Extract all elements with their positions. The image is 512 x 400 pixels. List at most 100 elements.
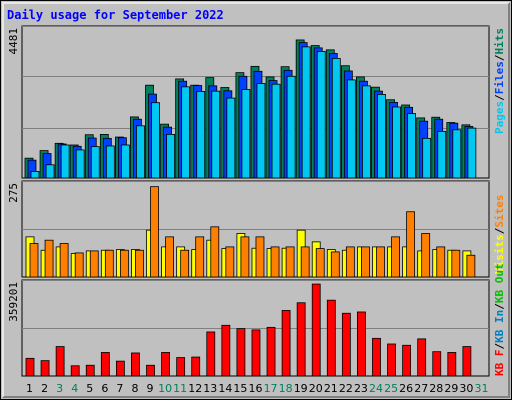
x-tick-label: 17 <box>264 382 278 395</box>
bar-pages <box>45 164 55 179</box>
x-tick-label: 22 <box>339 382 353 395</box>
bar-kbf <box>432 351 442 377</box>
bar-kbf <box>326 299 336 377</box>
bar-kbf <box>357 311 366 377</box>
legend-kbytes: KB F/KB In/KB Out <box>493 263 506 376</box>
y-max-label: 4481 <box>7 28 20 55</box>
bar-pages <box>136 125 145 179</box>
bar-kbf <box>281 310 291 377</box>
bar-pages <box>467 127 477 179</box>
x-tick-label: 1 <box>26 382 33 395</box>
legend-separator: / <box>493 343 506 350</box>
legend-separator: / <box>493 54 506 61</box>
x-tick-label: 19 <box>294 382 308 395</box>
bar-kbf <box>372 337 381 377</box>
bar-sites <box>315 248 325 278</box>
x-tick-label: 3 <box>56 382 63 395</box>
bar-kbf <box>161 352 170 377</box>
bar-kbf <box>146 364 155 377</box>
x-tick-label: 11 <box>173 382 187 395</box>
x-tick-label: 25 <box>384 382 398 395</box>
legend-entry: KB Out <box>493 263 506 303</box>
bar-pages <box>377 94 386 179</box>
x-tick-label: 9 <box>147 382 154 395</box>
bar-kbf <box>55 346 65 377</box>
bar-pages <box>181 86 191 179</box>
bar-kbf <box>341 312 351 377</box>
legend-entry: Hits <box>493 28 506 55</box>
legend-visits-sites: Visits/Sites <box>493 195 506 275</box>
bar-sites <box>406 211 416 278</box>
bar-sites <box>135 249 144 278</box>
bar-kbf <box>266 326 276 377</box>
bar-kbf <box>206 331 216 377</box>
bar-pages <box>301 46 311 179</box>
bar-sites <box>330 251 340 278</box>
bar-sites <box>300 246 310 278</box>
bar-pages <box>362 85 371 179</box>
x-tick-label: 18 <box>279 382 293 395</box>
bar-kbf <box>85 364 95 377</box>
x-tick-label: 5 <box>86 382 93 395</box>
legend-separator: / <box>493 94 506 101</box>
bar-pages <box>271 83 281 179</box>
bar-kbf <box>176 357 186 377</box>
bar-kbf <box>387 343 396 377</box>
bar-sites <box>451 249 461 278</box>
bar-pages <box>196 91 206 179</box>
bar-sites <box>210 226 220 278</box>
bar-kbf <box>100 352 110 377</box>
legend-entry: Pages <box>493 101 506 134</box>
bar-sites <box>270 246 280 278</box>
x-tick-label: 13 <box>203 382 217 395</box>
x-tick-label: 27 <box>414 382 428 395</box>
legend-entry: Sites <box>493 195 506 228</box>
bar-pages <box>286 75 296 179</box>
bar-pages <box>90 146 100 179</box>
bar-sites <box>436 246 446 278</box>
bar-kbf <box>296 302 306 377</box>
bar-sites <box>466 254 476 278</box>
bar-pages <box>346 79 356 179</box>
bar-pages <box>211 90 221 179</box>
x-tick-label: 15 <box>233 382 247 395</box>
bar-kbf <box>417 338 427 377</box>
legend-entry: KB In <box>493 310 506 343</box>
bar-kbf <box>221 324 231 377</box>
bar-kbf <box>236 328 246 377</box>
bar-sites <box>74 252 84 278</box>
bar-sites <box>89 250 99 278</box>
bar-kbf <box>447 352 457 377</box>
bar-sites <box>421 233 431 278</box>
x-tick-label: 20 <box>309 382 323 395</box>
bar-pages <box>437 131 447 179</box>
bar-kbf <box>251 329 261 377</box>
bar-pages <box>120 144 130 179</box>
y-max-label: 359201 <box>7 282 20 322</box>
legend-entry: KB F <box>493 350 506 377</box>
bar-sites <box>240 236 250 278</box>
bar-sites <box>165 236 174 278</box>
x-tick-label: 10 <box>158 382 172 395</box>
x-tick-label: 31 <box>474 382 488 395</box>
bar-kbf <box>25 357 35 377</box>
bar-kbf <box>462 346 472 377</box>
bar-pages <box>407 113 417 179</box>
x-tick-label: 29 <box>444 382 458 395</box>
legend-entry: Visits <box>493 234 506 274</box>
bar-kbf <box>40 360 50 377</box>
x-tick-label: 12 <box>188 382 202 395</box>
bar-sites <box>225 246 235 278</box>
bar-sites <box>104 249 114 278</box>
legend-hits-files-pages: Pages/Files/Hits <box>493 28 506 134</box>
bar-pages <box>256 83 266 179</box>
y-max-label: 275 <box>7 183 20 203</box>
x-tick-label: 21 <box>324 382 338 395</box>
bar-sites <box>391 236 400 278</box>
bar-pages <box>452 129 462 179</box>
x-tick-label: 24 <box>369 382 383 395</box>
bar-pages <box>30 170 40 179</box>
x-tick-label: 28 <box>429 382 443 395</box>
bar-pages <box>60 144 70 179</box>
